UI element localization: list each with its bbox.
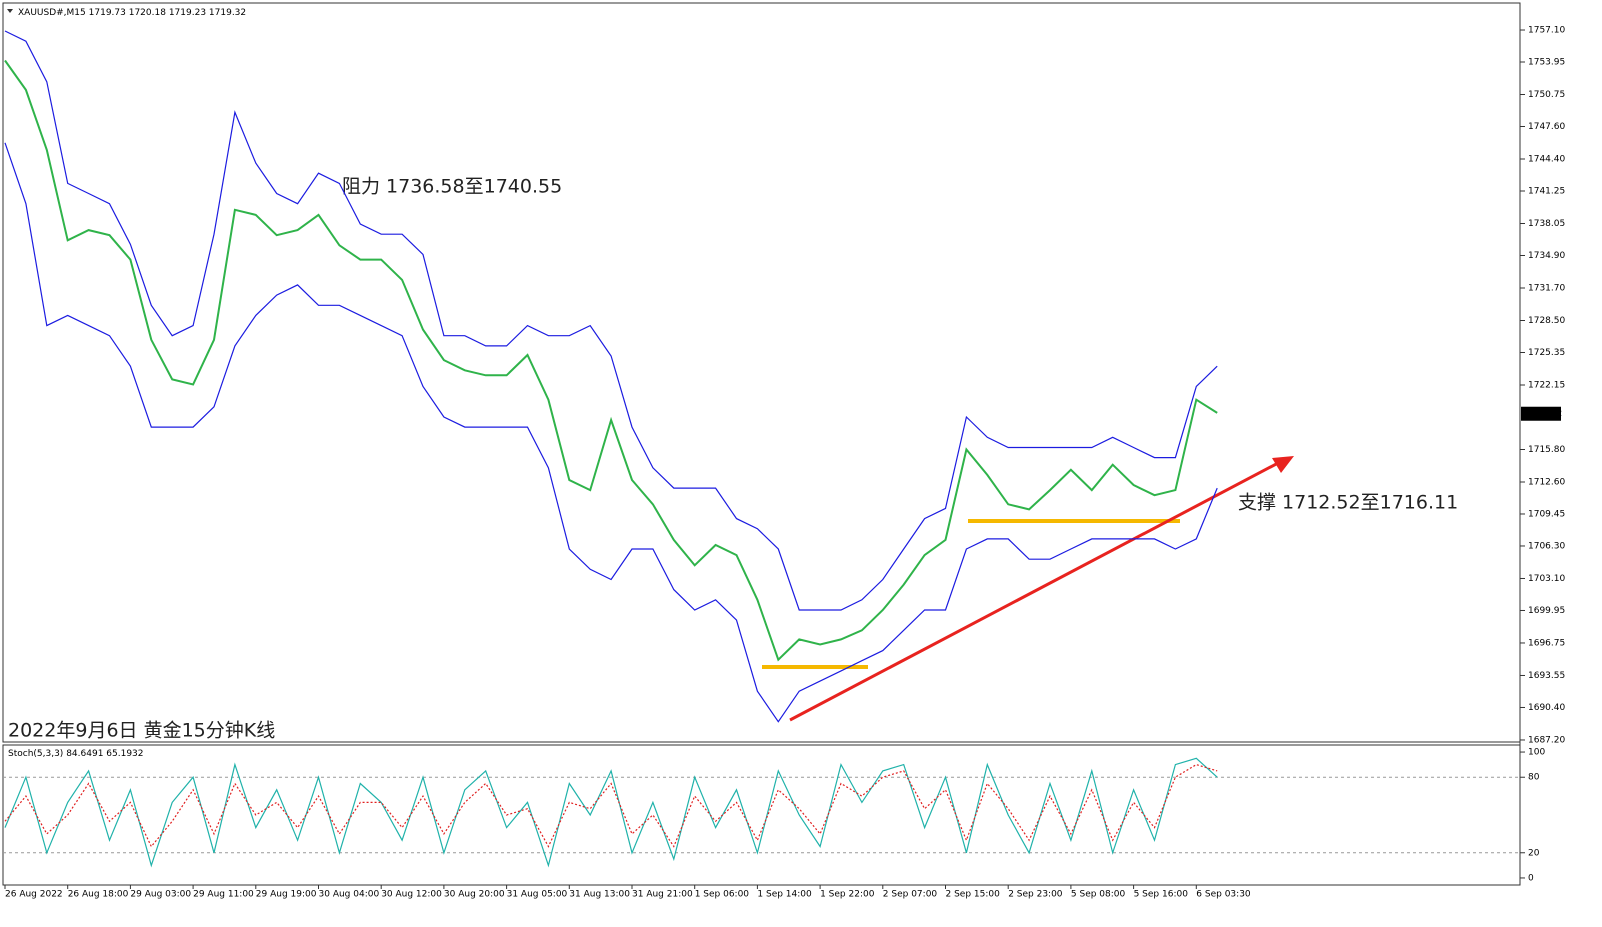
price-line <box>4 59 1218 662</box>
x-tick-label: 31 Aug 21:00 <box>632 890 693 900</box>
y-tick-label: 1734.90 <box>1528 251 1565 261</box>
x-tick-label: 6 Sep 03:30 <box>1196 890 1251 900</box>
x-tick-label: 31 Aug 05:00 <box>507 890 568 900</box>
x-tick-label: 31 Aug 13:00 <box>569 890 630 900</box>
chart-title: 2022年9月6日 黄金15分钟K线 <box>8 720 275 742</box>
y-tick-label: 1731.70 <box>1528 283 1565 293</box>
x-tick-label: 30 Aug 04:00 <box>319 890 380 900</box>
y-tick-label: 1738.05 <box>1528 219 1565 229</box>
close: 1719.32 <box>209 8 246 18</box>
y-tick-label: 1690.40 <box>1528 703 1565 713</box>
x-tick-label: 1 Sep 06:00 <box>695 890 750 900</box>
x-tick-label: 5 Sep 16:00 <box>1134 890 1189 900</box>
y-tick-label: 100 <box>1528 748 1545 758</box>
x-tick-label: 1 Sep 22:00 <box>820 890 875 900</box>
y-tick-label: 1715.80 <box>1528 445 1565 455</box>
symbol: XAUUSD#,M15 <box>18 8 86 18</box>
y-tick-label: 1687.20 <box>1528 735 1565 745</box>
trend-line <box>789 460 1281 722</box>
y-tick-label: 1757.10 <box>1528 26 1565 36</box>
y-tick-label: 1741.25 <box>1528 187 1565 197</box>
y-tick-label: 1699.95 <box>1528 606 1565 616</box>
y-tick-label: 1712.60 <box>1528 477 1565 487</box>
y-tick-label: 80 <box>1528 773 1540 783</box>
y-tick-label: 1722.15 <box>1528 380 1565 390</box>
x-tick-label: 29 Aug 19:00 <box>256 890 317 900</box>
y-tick-label: 20 <box>1528 848 1540 858</box>
band-line <box>4 30 1218 611</box>
chart-header: XAUUSD#,M15 1719.73 1720.18 1719.23 1719… <box>18 8 246 18</box>
stoch-pane <box>2 744 1521 886</box>
x-tick-label: 26 Aug 18:00 <box>68 890 129 900</box>
high: 1720.18 <box>129 8 166 18</box>
y-tick-label: 1725.35 <box>1528 348 1565 358</box>
price-tag-label: 1719.32 <box>1525 409 1562 419</box>
y-tick-label: 1744.40 <box>1528 155 1565 165</box>
open: 1719.73 <box>89 8 126 18</box>
y-tick-label: 1703.10 <box>1528 574 1565 584</box>
indicator-header: Stoch(5,3,3) 84.6491 65.1932 <box>8 749 144 759</box>
signal-readout: 65.1932 <box>106 749 143 759</box>
trend-arrow <box>1272 456 1294 473</box>
x-tick-label: 29 Aug 03:00 <box>130 890 191 900</box>
x-tick-label: 29 Aug 11:00 <box>193 890 254 900</box>
y-tick-label: 1696.75 <box>1528 638 1565 648</box>
x-tick-label: 26 Aug 2022 <box>5 890 63 900</box>
indicator-name: Stoch(5,3,3) <box>8 749 63 759</box>
menu-arrow <box>7 9 13 13</box>
main-pane <box>2 2 1521 743</box>
y-tick-label: 1728.50 <box>1528 316 1565 326</box>
y-tick-label: 1706.30 <box>1528 541 1565 551</box>
stoch-line <box>4 757 1218 868</box>
y-tick-label: 1753.95 <box>1528 58 1565 68</box>
x-tick-label: 30 Aug 12:00 <box>381 890 442 900</box>
resistance-note: 阻力 1736.58至1740.55 <box>342 176 562 198</box>
x-tick-label: 5 Sep 08:00 <box>1071 890 1126 900</box>
support-note: 支撑 1712.52至1716.11 <box>1238 492 1458 514</box>
x-tick-label: 30 Aug 20:00 <box>444 890 505 900</box>
band-line <box>4 142 1218 723</box>
y-tick-label: 1747.60 <box>1528 122 1565 132</box>
y-tick-label: 1693.55 <box>1528 671 1565 681</box>
price-tag <box>1521 406 1561 421</box>
low: 1719.23 <box>169 8 206 18</box>
x-tick-label: 2 Sep 15:00 <box>946 890 1001 900</box>
x-tick-label: 1 Sep 14:00 <box>757 890 812 900</box>
x-tick-label: 2 Sep 07:00 <box>883 890 938 900</box>
stoch-line <box>4 763 1218 848</box>
y-tick-label: 1750.75 <box>1528 90 1565 100</box>
y-tick-label: 0 <box>1528 873 1534 883</box>
x-tick-label: 2 Sep 23:00 <box>1008 890 1063 900</box>
y-tick-label: 1709.45 <box>1528 509 1565 519</box>
main-readout: 84.6491 <box>66 749 103 759</box>
